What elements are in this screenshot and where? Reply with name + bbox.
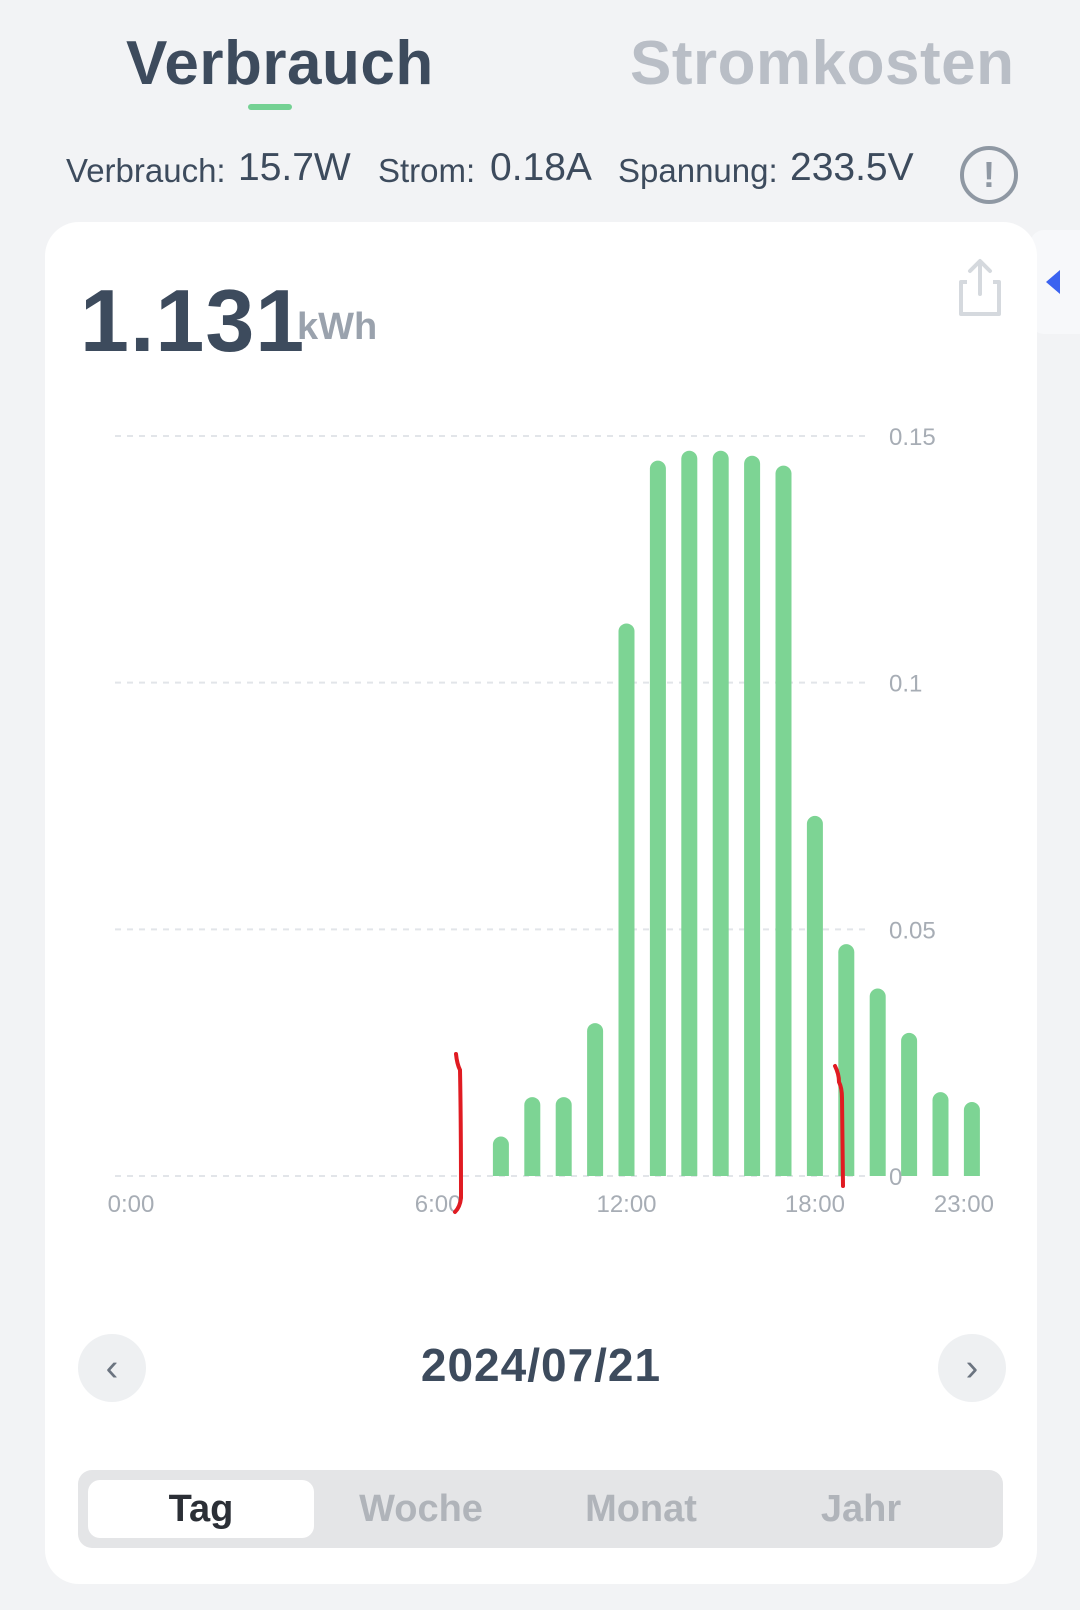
x-tick-label: 12:00 — [596, 1191, 656, 1218]
live-stats: Verbrauch: 15.7W Strom: 0.18A Spannung: … — [0, 146, 1080, 206]
x-tick-label: 6:00 — [415, 1191, 462, 1218]
active-tab-indicator — [248, 104, 292, 110]
period-woche[interactable]: Woche — [359, 1488, 483, 1530]
x-tick-label: 0:00 — [108, 1191, 155, 1218]
chart-bars — [492, 450, 980, 1177]
y-tick-label: 0.15 — [889, 424, 936, 451]
bar-hour-17[interactable] — [775, 465, 792, 1177]
bar-hour-21[interactable] — [901, 1032, 918, 1176]
voltage-value: 233.5V — [790, 146, 914, 189]
bar-hour-16[interactable] — [744, 455, 761, 1176]
tab-stromkosten[interactable]: Stromkosten — [630, 29, 1015, 98]
bar-hour-15[interactable] — [712, 450, 729, 1176]
bar-hour-13[interactable] — [649, 460, 666, 1176]
bar-hour-8[interactable] — [492, 1136, 509, 1176]
current-value: 0.18A — [490, 146, 592, 189]
next-day-button[interactable]: › — [938, 1334, 1006, 1402]
bar-hour-18[interactable] — [806, 815, 823, 1176]
current-label: Strom: — [378, 152, 476, 189]
bar-hour-22[interactable] — [932, 1092, 949, 1176]
bar-hour-20[interactable] — [869, 988, 886, 1176]
y-axis-ticks: 0.15 0.1 0.05 0 — [889, 424, 936, 1191]
share-icon[interactable] — [945, 252, 1015, 322]
total-energy-unit: kWh — [297, 306, 378, 348]
bar-hour-14[interactable] — [681, 450, 698, 1176]
bar-hour-11[interactable] — [587, 1023, 604, 1176]
voltage-label: Spannung: — [618, 152, 778, 189]
period-tag[interactable]: Tag — [88, 1480, 314, 1538]
bar-hour-12[interactable] — [618, 623, 635, 1176]
period-jahr[interactable]: Jahr — [820, 1488, 902, 1530]
selected-date: 2024/07/21 — [420, 1339, 662, 1391]
red-marker-left — [453, 1052, 464, 1214]
y-tick-label: 0.1 — [889, 671, 922, 698]
side-drawer-handle[interactable] — [1030, 230, 1080, 334]
bar-hour-9[interactable] — [524, 1097, 541, 1176]
period-monat[interactable]: Monat — [585, 1488, 697, 1530]
total-energy-value: 1.131 — [80, 271, 306, 370]
x-tick-label: 23:00 — [934, 1191, 994, 1218]
top-tabs: Verbrauch Stromkosten — [0, 0, 1080, 120]
x-tick-label: 18:00 — [785, 1191, 845, 1218]
bar-hour-23[interactable] — [963, 1102, 980, 1176]
x-axis-ticks: 0:00 6:00 12:00 18:00 23:00 — [108, 1191, 994, 1218]
arrow-left-icon — [1046, 270, 1060, 294]
power-value: 15.7W — [238, 146, 351, 189]
y-tick-label: 0 — [889, 1164, 902, 1191]
previous-day-button[interactable]: ‹ — [78, 1334, 146, 1402]
info-icon[interactable]: ! — [960, 146, 1018, 204]
period-selector: Tag Woche Monat Jahr — [78, 1470, 1003, 1548]
red-marker-right — [833, 1064, 845, 1188]
bar-hour-10[interactable] — [555, 1097, 572, 1176]
power-label: Verbrauch: — [66, 152, 226, 189]
y-tick-label: 0.05 — [889, 917, 936, 944]
hourly-consumption-chart: 0.15 0.1 0.05 0 0:00 6:00 12:00 18:00 23:00 — [108, 424, 994, 1218]
chart-grid — [115, 435, 868, 1177]
tab-verbrauch[interactable]: Verbrauch — [126, 29, 434, 98]
consumption-card: 1.131 kWh 0.15 0.1 0.05 0 0:00 6:00 12:00 18:0… — [45, 222, 1037, 1584]
